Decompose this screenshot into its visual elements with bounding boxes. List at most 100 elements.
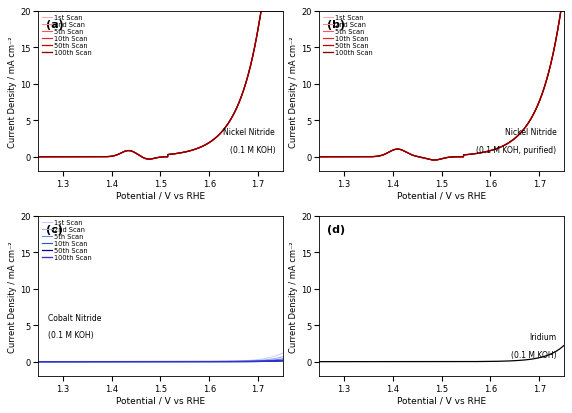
10th Scan (435, 158, 442, 163)
100th Scan (316, 155, 323, 160)
100th Scan (509, 139, 515, 144)
50th Scan (272, 9, 279, 14)
1st Scan (154, 359, 161, 364)
2nd Scan (279, 9, 286, 14)
10th Scan (558, 9, 565, 14)
2nd Scan (560, 9, 567, 14)
Line: 2nd Scan: 2nd Scan (38, 12, 283, 160)
2nd Scan (279, 354, 286, 359)
Line: 100th Scan: 100th Scan (319, 12, 563, 161)
5th Scan (558, 9, 565, 14)
1st Scan (272, 9, 279, 14)
2nd Scan (147, 157, 154, 162)
X-axis label: Potential / V vs RHE: Potential / V vs RHE (116, 191, 205, 200)
Line: 2nd Scan: 2nd Scan (38, 357, 283, 362)
1st Scan (560, 9, 567, 14)
Text: Nickel Nitride: Nickel Nitride (505, 128, 557, 137)
50th Scan (227, 118, 234, 123)
5th Scan (35, 155, 42, 160)
Y-axis label: Current Density / mA cm⁻²: Current Density / mA cm⁻² (9, 36, 17, 147)
Line: 100th Scan: 100th Scan (38, 361, 283, 362)
100th Scan (560, 9, 567, 14)
2nd Scan (154, 359, 161, 364)
1st Scan (509, 139, 515, 144)
5th Scan (147, 359, 154, 364)
10th Scan (509, 139, 515, 144)
50th Scan (279, 358, 286, 363)
100th Scan (553, 35, 560, 40)
10th Scan (316, 155, 323, 160)
5th Scan (328, 155, 335, 160)
Line: 50th Scan: 50th Scan (319, 12, 563, 161)
100th Scan (35, 155, 42, 160)
X-axis label: Potential / V vs RHE: Potential / V vs RHE (116, 396, 205, 405)
100th Scan (272, 9, 279, 14)
5th Scan (272, 358, 279, 363)
1st Scan (227, 359, 234, 364)
100th Scan (558, 9, 565, 14)
Legend: 1st Scan, 2nd Scan, 5th Scan, 10th Scan, 50th Scan, 100th Scan: 1st Scan, 2nd Scan, 5th Scan, 10th Scan,… (40, 14, 93, 57)
100th Scan (227, 359, 234, 364)
10th Scan (35, 155, 42, 160)
X-axis label: Potential / V vs RHE: Potential / V vs RHE (397, 396, 486, 405)
50th Scan (272, 9, 279, 14)
2nd Scan (558, 9, 565, 14)
5th Scan (272, 9, 279, 14)
Line: 5th Scan: 5th Scan (38, 12, 283, 160)
Text: (d): (d) (327, 224, 345, 234)
1st Scan (257, 9, 264, 14)
50th Scan (553, 35, 560, 40)
Line: 1st Scan: 1st Scan (319, 12, 563, 161)
2nd Scan (272, 356, 279, 361)
1st Scan (279, 9, 286, 14)
Line: 100th Scan: 100th Scan (38, 12, 283, 160)
1st Scan (558, 9, 565, 14)
5th Scan (560, 9, 567, 14)
50th Scan (431, 158, 438, 163)
100th Scan (272, 359, 279, 364)
100th Scan (328, 155, 335, 160)
1st Scan (279, 351, 286, 356)
Line: 50th Scan: 50th Scan (38, 12, 283, 160)
50th Scan (227, 359, 234, 364)
1st Scan (272, 354, 279, 358)
5th Scan (154, 156, 161, 161)
2nd Scan (431, 158, 438, 163)
Line: 2nd Scan: 2nd Scan (319, 12, 563, 161)
5th Scan (35, 359, 42, 364)
2nd Scan (227, 359, 234, 364)
5th Scan (146, 157, 153, 162)
1st Scan (227, 118, 234, 123)
50th Scan (560, 9, 567, 14)
50th Scan (316, 155, 323, 160)
10th Scan (428, 158, 435, 163)
1st Scan (272, 9, 279, 14)
10th Scan (47, 155, 54, 160)
Line: 5th Scan: 5th Scan (319, 12, 563, 161)
50th Scan (279, 9, 286, 14)
5th Scan (553, 35, 560, 40)
10th Scan (279, 9, 286, 14)
50th Scan (147, 359, 154, 364)
Line: 10th Scan: 10th Scan (38, 12, 283, 160)
Text: Iridium: Iridium (529, 332, 557, 341)
50th Scan (435, 158, 442, 163)
100th Scan (47, 359, 54, 364)
Text: (c): (c) (46, 224, 62, 234)
10th Scan (272, 9, 279, 14)
5th Scan (47, 359, 54, 364)
100th Scan (147, 359, 154, 364)
1st Scan (431, 158, 438, 163)
1st Scan (47, 155, 54, 160)
10th Scan (227, 359, 234, 364)
10th Scan (146, 157, 153, 162)
10th Scan (279, 358, 286, 363)
2nd Scan (47, 359, 54, 364)
2nd Scan (435, 158, 442, 163)
10th Scan (560, 9, 567, 14)
5th Scan (272, 358, 279, 363)
1st Scan (428, 158, 435, 163)
5th Scan (428, 158, 435, 163)
2nd Scan (553, 34, 560, 39)
10th Scan (147, 359, 154, 364)
